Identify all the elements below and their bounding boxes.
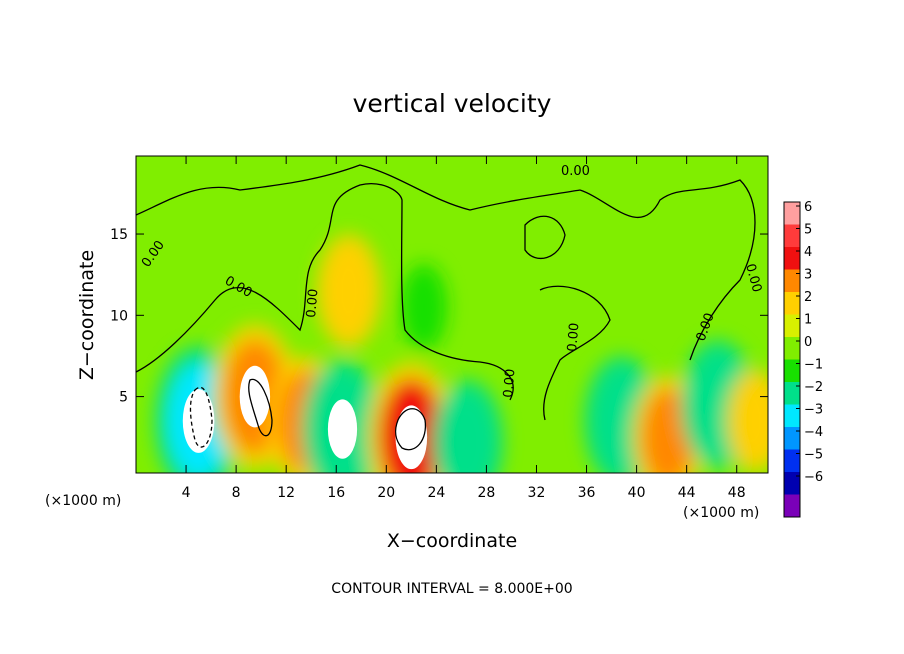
colorbar-tick-label: 5 [804, 223, 812, 238]
saturated-core [327, 399, 358, 459]
colorbar-tick-label: −2 [804, 380, 823, 395]
saturated-core [239, 365, 271, 428]
contour-label-6: 0.00 [565, 322, 582, 352]
zero-contour-main [136, 183, 514, 401]
x-tick-label: 4 [182, 485, 191, 501]
plot-frame [135, 155, 769, 474]
zero-contour-upper [136, 164, 581, 216]
y-tick-label: 5 [119, 390, 128, 406]
colorbar-swatch [784, 292, 800, 315]
plot-area: 0.00 0.00 0.00 0.00 0.00 0.00 0.00 0.00 … [110, 155, 769, 501]
colorbar-swatch [784, 247, 800, 270]
x-tick-label: 36 [578, 485, 596, 501]
colorbar-swatch [784, 337, 800, 360]
zero-contour-bubble [524, 215, 566, 259]
colorbar-tick-label: −5 [804, 448, 823, 463]
velocity-field [154, 233, 768, 473]
zero-contour-mid [539, 285, 611, 421]
colorbar-frame [783, 201, 801, 518]
zero-contours [136, 164, 756, 451]
colorbar: 6 5 4 3 2 1 0 −1 −2 −3 −4 −5 −6 [783, 200, 823, 518]
colorbar-swatch [784, 427, 800, 450]
colorbar-tick-label: 4 [804, 245, 812, 260]
colorbar-tick-label: 6 [804, 200, 812, 215]
x-axis-label: X−coordinate [387, 530, 517, 552]
velocity-cores [182, 365, 428, 470]
x-axis-ticks: 4 8 12 16 20 24 28 32 36 40 44 48 [182, 156, 746, 501]
x-tick-label: 32 [528, 485, 546, 501]
x-tick-label: 44 [678, 485, 696, 501]
contour-label-5: 0.00 [501, 368, 518, 398]
y-axis-ticks: 5 10 15 [110, 227, 768, 406]
colorbar-tick-label: −1 [804, 358, 823, 373]
colorbar-tick-label: 1 [804, 313, 812, 328]
colorbar-swatch [784, 494, 800, 517]
y-axis-label: Z−coordinate [76, 250, 98, 380]
saturated-core [395, 405, 428, 470]
contour-interval-note: CONTOUR INTERVAL = 8.000E+00 [331, 581, 572, 597]
colorbar-swatch [784, 224, 800, 247]
colorbar-tick-label: −6 [804, 470, 823, 485]
saturated-core [182, 389, 215, 453]
x-tick-label: 20 [377, 485, 395, 501]
colorbar-swatch [784, 314, 800, 337]
contour-label-8: 0.00 [742, 262, 764, 294]
zero-contour-core-3 [395, 408, 427, 451]
colorbar-swatch [784, 269, 800, 292]
x-tick-label: 40 [628, 485, 646, 501]
contour-label-4: 0.00 [304, 288, 321, 318]
x-tick-label: 28 [478, 485, 496, 501]
colorbar-swatch [784, 382, 800, 405]
chart-title: vertical velocity [353, 89, 552, 118]
colorbar-tick-label: 2 [804, 290, 812, 305]
colorbar-tick-label: −4 [804, 425, 823, 440]
y-tick-label: 15 [110, 227, 128, 243]
contour-label-1: 0.00 [561, 164, 590, 179]
y-tick-label: 10 [110, 308, 128, 324]
field-cell [325, 246, 372, 335]
x-tick-label: 12 [277, 485, 295, 501]
zero-contour-right [579, 179, 756, 361]
x-unit-label-left: (×1000 m) [45, 493, 121, 509]
colorbar-swatch [784, 472, 800, 495]
colorbar-swatch [784, 449, 800, 472]
x-tick-label: 16 [327, 485, 345, 501]
colorbar-swatch [784, 202, 800, 225]
x-unit-label-right: (×1000 m) [683, 505, 759, 521]
x-tick-label: 48 [728, 485, 746, 501]
field-cell [442, 394, 494, 473]
x-tick-label: 8 [232, 485, 241, 501]
zero-contour-core-2 [248, 378, 273, 437]
colorbar-tick-label: 0 [804, 335, 812, 350]
colorbar-tick-label: 3 [804, 268, 812, 283]
zero-contour-core-left [189, 386, 213, 448]
colorbar-tick-label: −3 [804, 403, 823, 418]
colorbar-swatch [784, 359, 800, 382]
field-cell [406, 273, 442, 342]
x-tick-label: 24 [427, 485, 445, 501]
field-cell [734, 380, 768, 461]
colorbar-swatch [784, 404, 800, 427]
